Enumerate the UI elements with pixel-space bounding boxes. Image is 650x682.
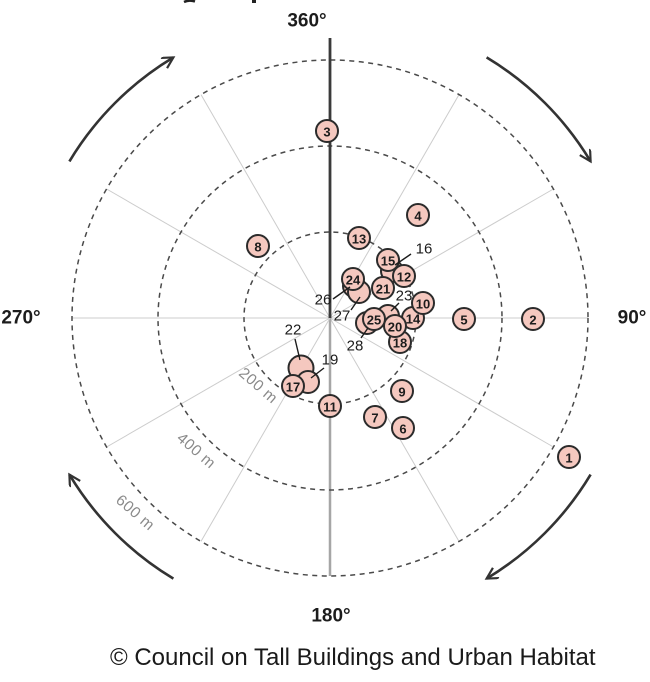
building-point-label-15: 15: [381, 253, 395, 268]
building-point-label-2: 2: [529, 312, 536, 327]
callout-label-16: 16: [416, 241, 433, 258]
ring-label-400m: 400 m: [173, 430, 219, 473]
building-point-label-17: 17: [286, 379, 300, 394]
building-point-2: [521, 307, 545, 331]
spoke-300: [106, 188, 331, 319]
copyright-text: © Council on Tall Buildings and Urban Ha…: [110, 644, 596, 671]
building-point-7: [363, 405, 387, 429]
building-point-8: [246, 234, 270, 258]
building-point-label-1: 1: [565, 450, 572, 465]
callout-line-26: [332, 286, 351, 300]
building-point-17: [281, 374, 305, 398]
building-point-label-5: 5: [460, 312, 467, 327]
building-point-5: [452, 307, 476, 331]
callout-line-19: [310, 367, 325, 379]
ring-label-200m: 200 m: [235, 365, 281, 408]
spoke-120: [329, 317, 554, 448]
callout-label-23: 23: [396, 288, 413, 305]
building-point-label-20: 20: [388, 319, 402, 334]
building-point-label-9: 9: [398, 384, 405, 399]
callout-line-27: [350, 296, 361, 311]
building-point-label-11: 11: [323, 399, 337, 414]
building-point-3: [315, 119, 339, 143]
rotation-arrows: [69, 57, 590, 578]
building-point-label-6: 6: [399, 421, 406, 436]
building-point-label-8: 8: [254, 239, 261, 254]
building-point-4: [406, 203, 430, 227]
axis-label-360deg: 360°: [287, 11, 326, 32]
clipped-title-remnant-1: [183, 0, 196, 4]
axis-label-180deg: 180°: [311, 606, 350, 627]
building-point-label-14: 14: [406, 311, 421, 326]
title-remnant: [183, 0, 256, 4]
clipped-title-remnant-2: [252, 0, 256, 3]
building-point-15: [376, 248, 400, 272]
building-point-label-4: 4: [414, 208, 422, 223]
building-point-label-13: 13: [352, 231, 366, 246]
callout-line-23: [390, 302, 400, 312]
ring-label-600m: 600 m: [112, 492, 158, 535]
building-point-1: [557, 445, 581, 469]
building-point-label-10: 10: [416, 296, 430, 311]
callout-label-27: 27: [334, 308, 351, 325]
spoke-330: [200, 94, 331, 319]
building-point-label-18: 18: [393, 335, 407, 350]
rotation-arrow-bottom-right: [487, 473, 592, 579]
building-point-label-21: 21: [376, 281, 390, 296]
rotation-arrow-top-right: [485, 56, 591, 161]
building-point-13: [347, 226, 371, 250]
callout-line-16: [394, 253, 412, 266]
building-point-6: [391, 416, 415, 440]
building-point-21: [371, 276, 395, 300]
callout-line-22: [294, 338, 301, 361]
ring-600m: [71, 59, 589, 577]
building-point-10: [411, 291, 435, 315]
callout-label-19: 19: [322, 352, 339, 369]
building-point-9: [390, 379, 414, 403]
rotation-arrow-bottom-left: [69, 475, 175, 580]
callout-label-28: 28: [347, 338, 364, 355]
ring-labels: 200 m 400 m 600 m: [112, 365, 281, 535]
building-point-11: [318, 394, 342, 418]
rotation-arrow-top-left: [68, 57, 173, 163]
building-point-label-7: 7: [371, 410, 378, 425]
building-point-20: [383, 314, 407, 338]
building-point-label-25: 25: [367, 312, 381, 327]
callout-label-22: 22: [285, 322, 302, 339]
spoke-240: [106, 317, 331, 448]
building-point-12: [392, 264, 416, 288]
axis-label-90deg: 90°: [618, 308, 647, 329]
building-point-label-24: 24: [346, 272, 361, 287]
axis-label-270deg: 270°: [1, 308, 40, 329]
building-point-label-3: 3: [323, 124, 330, 139]
callout-label-26: 26: [315, 292, 332, 309]
spoke-210: [200, 317, 331, 542]
building-point-24: [341, 267, 365, 291]
callout-line-28: [360, 327, 369, 339]
axis-labels: 360° 90° 180° 270°: [1, 11, 646, 627]
building-point-25: [362, 307, 386, 331]
building-point-label-12: 12: [397, 269, 411, 284]
